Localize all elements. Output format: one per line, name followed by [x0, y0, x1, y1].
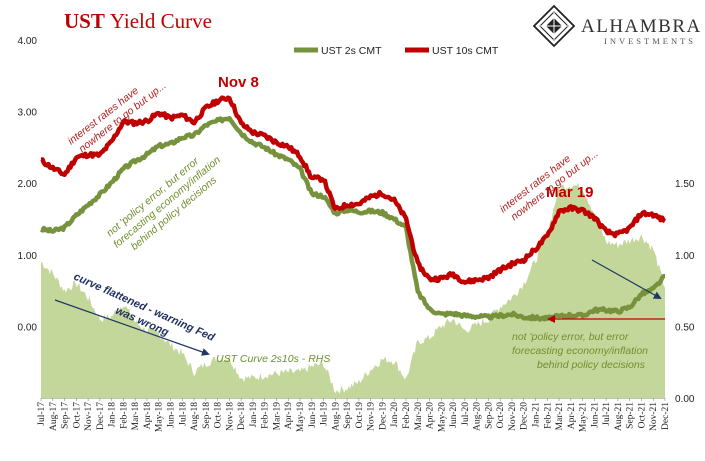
y-left-tick-label: 4.00 — [18, 36, 38, 47]
annotation-nov8: Nov 8 — [218, 74, 259, 91]
x-tick-label: Jul-17 — [37, 402, 47, 426]
series-line-2s — [40, 115, 666, 322]
y-right-tick-label: 1.00 — [675, 251, 695, 262]
x-tick-label: Feb-19 — [261, 402, 271, 429]
y-right-tick-label: 0.50 — [675, 322, 695, 333]
y-left-tick-label: 3.00 — [18, 108, 38, 119]
x-tick-label: Oct-21 — [637, 402, 647, 429]
brand-name: ALHAMBRA — [581, 16, 702, 37]
x-tick-label: Feb-21 — [543, 402, 553, 429]
x-tick-label: Jan-21 — [531, 402, 541, 428]
annotation-mar19: Mar 19 — [546, 184, 594, 201]
x-tick-label: Dec-21 — [661, 402, 671, 430]
legend-label-10s: UST 10s CMT — [432, 45, 499, 57]
x-tick-label: Mar-18 — [131, 402, 141, 431]
y-left-tick-label: 1.00 — [18, 251, 38, 262]
x-tick-label: Nov-21 — [649, 402, 659, 431]
x-tick-label: Jun-20 — [449, 402, 459, 428]
x-tick-label: Dec-17 — [96, 402, 106, 430]
x-tick-label: Oct-19 — [355, 402, 365, 429]
x-tick-label: Feb-18 — [119, 402, 129, 429]
x-tick-label: Jan-19 — [249, 402, 259, 428]
x-tick-label: Sep-18 — [202, 402, 212, 429]
recent-flattening-arrow-icon — [591, 259, 662, 299]
series-line-10s — [40, 95, 667, 285]
series-area-curve — [41, 182, 665, 398]
alhambra-logo: ALHAMBRA INVESTMENTS — [532, 4, 702, 48]
x-tick-label: Oct-17 — [72, 402, 82, 429]
x-tick-label: Sep-17 — [61, 402, 71, 429]
x-tick-label: Dec-20 — [520, 402, 530, 430]
annotation-right-green-line1: not 'policy error, but error — [512, 331, 629, 343]
axes: 0.00 1.00 2.00 3.00 4.00 0.00 0.50 1.00 1.50 Jul-… — [18, 36, 695, 432]
logo-mark-icon — [532, 4, 576, 48]
x-tick-label: Mar-21 — [555, 402, 565, 431]
chart-title: UST Yield Curve — [64, 9, 212, 33]
x-tick-label: Apr-20 — [426, 402, 436, 429]
title-ust: UST — [64, 9, 105, 33]
legend: UST 2s CMT UST 10s CMT — [294, 45, 499, 57]
x-tick-label: Jul-19 — [320, 402, 330, 426]
x-tick-label: Aug-18 — [190, 402, 200, 431]
x-tick-label: Nov-17 — [84, 402, 94, 431]
annotation-right-green: not 'policy error, but error forecasting… — [512, 331, 648, 371]
x-tick-label: Aug-19 — [331, 402, 341, 431]
x-tick-label: Sep-19 — [343, 402, 353, 429]
x-tick-label: Jun-18 — [167, 402, 177, 428]
x-tick-label: Oct-20 — [496, 402, 506, 429]
x-tick-label: May-18 — [155, 402, 165, 432]
brand-sub: INVESTMENTS — [604, 36, 696, 46]
legend-label-2s: UST 2s CMT — [321, 45, 382, 57]
annotation-right-green-line3: behind policy decisions — [537, 359, 646, 371]
x-tick-label: Jan-20 — [390, 402, 400, 428]
x-tick-label: Apr-21 — [567, 402, 577, 429]
x-tick-label: Mar-20 — [414, 402, 424, 431]
x-tick-label: Jun-21 — [590, 402, 600, 428]
yield-lines-layer — [40, 95, 667, 322]
x-tick-label: Sep-21 — [626, 402, 636, 429]
curve-area-layer — [41, 182, 665, 398]
x-tick-label: Jun-19 — [308, 402, 318, 428]
x-tick-label: Dec-18 — [237, 402, 247, 430]
x-tick-label: Mar-19 — [272, 402, 282, 431]
y-left-tick-label: 0.00 — [18, 322, 38, 333]
x-tick-label: Nov-19 — [367, 402, 377, 431]
x-tick-label: Oct-18 — [214, 402, 224, 429]
x-tick-label: Nov-20 — [508, 402, 518, 431]
y-right-tick-label: 1.50 — [675, 179, 695, 190]
x-tick-label: Jan-18 — [108, 402, 118, 428]
annotation-left-green: not 'policy error, but error forecasting… — [104, 154, 223, 253]
x-tick-label: Dec-19 — [378, 402, 388, 430]
x-tick-label: Aug-21 — [614, 402, 624, 431]
annotation-curve-label: UST Curve 2s10s - RHS — [216, 353, 330, 365]
x-tick-label: Apr-18 — [143, 402, 153, 429]
y-left-tick-label: 2.00 — [18, 179, 38, 190]
x-tick-label: Aug-17 — [49, 402, 59, 431]
flattening-arrow-icon — [54, 299, 210, 356]
x-tick-label: Feb-20 — [402, 402, 412, 429]
x-tick-label: May-19 — [296, 402, 306, 432]
x-tick-label: Apr-19 — [284, 402, 294, 429]
annotation-right-green-line2: forecasting economy/inflation — [512, 345, 648, 357]
title-rest: Yield Curve — [110, 9, 212, 33]
x-tick-label: Sep-20 — [484, 402, 494, 429]
x-tick-label: Aug-20 — [473, 402, 483, 431]
x-tick-label: Jul-18 — [178, 402, 188, 426]
x-tick-label: Jul-20 — [461, 402, 471, 426]
x-tick-label: Jul-21 — [602, 402, 612, 426]
x-tick-label: May-20 — [437, 402, 447, 432]
x-tick-label: May-21 — [579, 402, 589, 432]
x-tick-label: Nov-18 — [225, 402, 235, 431]
y-right-tick-label: 0.00 — [675, 394, 695, 405]
